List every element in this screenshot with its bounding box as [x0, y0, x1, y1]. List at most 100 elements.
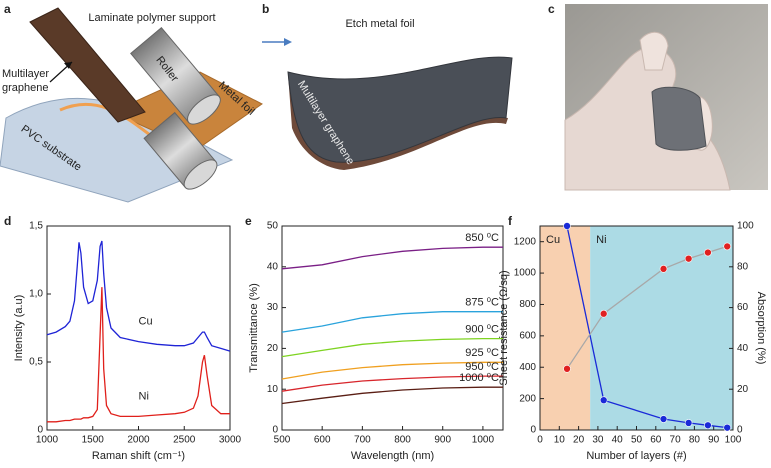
rolled-film	[651, 86, 707, 151]
x-tick-label: 900	[434, 435, 451, 446]
x-tick-label: 80	[689, 435, 701, 446]
y-tick-label: 200	[519, 393, 536, 404]
y-tick-label: 0	[272, 425, 278, 436]
x-axis-label: Wavelength (nm)	[351, 450, 434, 462]
y2-tick-label: 0	[737, 425, 743, 436]
marker	[704, 421, 712, 430]
x-tick-label: 40	[612, 435, 624, 446]
y-tick-label: 400	[519, 362, 536, 373]
step-title: Laminate polymer support	[88, 12, 215, 24]
step-title: Etch metal foil	[345, 18, 414, 30]
photo-c: c	[548, 2, 768, 191]
series-line	[46, 240, 231, 352]
x-tick-label: 70	[670, 435, 682, 446]
y-tick-label: 20	[267, 343, 279, 354]
y-tick-label: 1000	[514, 268, 537, 279]
y-tick-label: 0	[37, 425, 43, 436]
y-tick-label: 0,5	[29, 357, 43, 368]
series-line	[281, 361, 503, 380]
x-tick-label: 60	[650, 435, 662, 446]
graphene-film	[287, 56, 513, 163]
y-tick-label: 600	[519, 330, 536, 341]
panel-label: f	[508, 214, 513, 228]
x-tick-label: 100	[725, 435, 742, 446]
panel-label: a	[4, 2, 11, 16]
x-tick-label: 800	[394, 435, 411, 446]
marker	[723, 242, 732, 251]
series-label: Cu	[139, 316, 153, 328]
illustration-a: a Laminate polymer support Multilayer gr…	[0, 2, 263, 203]
y2-tick-label: 60	[737, 302, 749, 313]
series-line	[281, 311, 503, 333]
y2-tick-label: 80	[737, 261, 749, 272]
series-line	[281, 375, 503, 392]
y-tick-label: 10	[267, 384, 279, 395]
arrow-head	[64, 62, 72, 69]
series-label: 950 ⁰C	[465, 361, 499, 373]
panel-label: d	[4, 214, 11, 228]
x-axis-label: Raman shift (cm⁻¹)	[92, 450, 185, 462]
series-label: Ni	[139, 390, 149, 402]
series-line	[47, 287, 230, 423]
y2-axis-label: Absorption (%)	[755, 292, 767, 365]
x-axis-label: Number of layers (#)	[586, 450, 686, 462]
x-tick-label: 1500	[82, 435, 105, 446]
panel-label: c	[548, 2, 555, 16]
y2-tick-label: 20	[737, 384, 749, 395]
y-tick-label: 0	[530, 425, 536, 436]
x-tick-label: 20	[573, 435, 585, 446]
x-tick-label: 0	[537, 435, 543, 446]
series-line	[281, 386, 503, 405]
marker	[563, 364, 571, 373]
x-tick-label: 30	[592, 435, 604, 446]
series-line	[281, 246, 503, 270]
x-tick-label: 10	[554, 435, 566, 446]
y2-tick-label: 100	[737, 221, 754, 232]
panel-label: e	[245, 214, 252, 228]
region	[590, 226, 733, 430]
finger	[639, 31, 669, 71]
series-label: 875 ⁰C	[465, 297, 499, 309]
arrow-head	[284, 38, 292, 46]
region-label: Ni	[596, 234, 606, 246]
region-label: Cu	[546, 234, 560, 246]
marker	[563, 222, 571, 230]
region	[540, 226, 591, 430]
annotation: graphene	[2, 82, 49, 94]
y-tick-label: 1200	[514, 236, 537, 247]
marker	[659, 415, 668, 423]
x-tick-label: 600	[314, 435, 331, 446]
plot-frame	[281, 225, 504, 431]
marker	[704, 248, 712, 257]
roller-top	[130, 26, 221, 125]
y-tick-label: 50	[267, 221, 279, 232]
y-tick-label: 40	[267, 261, 279, 272]
series-line	[281, 337, 503, 358]
x-tick-label: 1000	[472, 435, 495, 446]
x-tick-label: 3000	[219, 435, 242, 446]
graphene-sheet	[29, 7, 146, 123]
x-tick-label: 2500	[173, 435, 196, 446]
x-tick-label: 50	[631, 435, 643, 446]
y-axis-label: Intensity (a.u)	[13, 295, 25, 362]
x-tick-label: 90	[708, 435, 720, 446]
x-tick-label: 700	[354, 435, 371, 446]
roller-bottom	[143, 111, 218, 190]
y-tick-label: 1,5	[29, 221, 43, 232]
illustration-b: b Etch metal foil Multilayer graphene	[262, 2, 513, 170]
marker	[684, 254, 693, 263]
marker	[599, 396, 608, 404]
y-axis-label: Transmittance (%)	[248, 283, 260, 372]
marker	[723, 423, 732, 432]
marker	[599, 309, 608, 318]
series-label: 900 ⁰C	[465, 324, 499, 336]
x-tick-label: 500	[274, 435, 291, 446]
series-label: 925 ⁰C	[465, 347, 499, 359]
y-axis-label: Sheet resistance (Ω/sq)	[498, 270, 510, 385]
y-tick-label: 800	[519, 299, 536, 310]
x-tick-label: 1000	[36, 435, 59, 446]
y-tick-label: 1,0	[29, 289, 43, 300]
